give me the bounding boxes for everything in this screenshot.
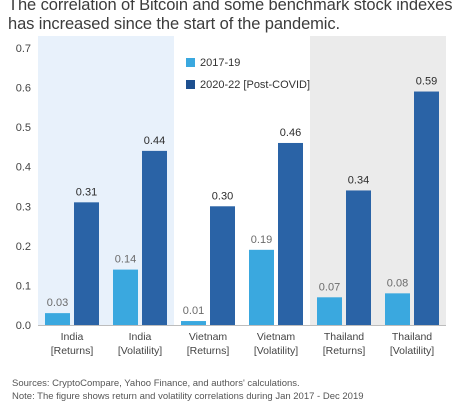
data-label: 0.03 bbox=[47, 297, 68, 309]
legend-swatch-2017-19 bbox=[186, 58, 195, 67]
bar-chart: 0.0 0.1 0.2 0.3 0.4 0.5 0.6 0.7 0.03 0.14 0.01 0.1… bbox=[16, 36, 446, 357]
data-label: 0.14 bbox=[115, 254, 136, 266]
bar-2017-19-5 bbox=[385, 293, 410, 325]
bar-2017-19-2 bbox=[181, 321, 206, 325]
x-tick-label: [Volatility] bbox=[254, 345, 298, 357]
chart-title: The correlation of Bitcoin and some benc… bbox=[8, 0, 453, 33]
y-tick-label: 0.3 bbox=[16, 201, 31, 213]
figure-note: Note: The figure shows return and volati… bbox=[12, 391, 364, 402]
y-axis: 0.0 0.1 0.2 0.3 0.4 0.5 0.6 0.7 bbox=[16, 43, 446, 332]
data-label: 0.59 bbox=[416, 76, 437, 88]
data-label: 0.31 bbox=[76, 186, 97, 198]
y-tick-label: 0.0 bbox=[16, 320, 31, 332]
x-tick-label: India bbox=[61, 331, 84, 343]
bar-2017-19-4 bbox=[317, 297, 342, 325]
legend: 2017-19 2020-22 [Post-COVID] bbox=[186, 57, 310, 91]
x-tick-label: India bbox=[129, 331, 152, 343]
y-tick-label: 0.7 bbox=[16, 43, 31, 55]
sources-note: Sources: CryptoCompare, Yahoo Finance, a… bbox=[12, 378, 300, 389]
legend-label: 2020-22 [Post-COVID] bbox=[200, 79, 310, 91]
legend-label: 2017-19 bbox=[200, 57, 240, 69]
y-tick-label: 0.4 bbox=[16, 162, 31, 174]
legend-swatch-2020-22 bbox=[186, 80, 195, 89]
x-tick-label: [Returns] bbox=[323, 345, 366, 357]
data-label: 0.44 bbox=[144, 135, 165, 147]
y-tick-label: 0.2 bbox=[16, 241, 31, 253]
x-tick-label: Thailand bbox=[392, 331, 432, 343]
bar-2020-22-2 bbox=[210, 206, 235, 325]
x-tick-label: Vietnam bbox=[257, 331, 296, 343]
x-tick-label: [Volatility] bbox=[118, 345, 162, 357]
data-label: 0.30 bbox=[212, 190, 233, 202]
data-label: 0.07 bbox=[319, 281, 340, 293]
bar-2020-22-1 bbox=[142, 150, 167, 325]
x-axis: India [Returns] India [Volatility] Vietnam [R… bbox=[51, 331, 435, 357]
bar-2017-19-0 bbox=[45, 313, 70, 325]
data-label: 0.19 bbox=[251, 234, 272, 246]
y-tick-label: 0.5 bbox=[16, 122, 31, 134]
bar-2020-22-4 bbox=[346, 190, 371, 325]
bar-2017-19-1 bbox=[113, 269, 138, 325]
bar-2017-19-3 bbox=[249, 249, 274, 325]
bar-2020-22-0 bbox=[74, 202, 99, 325]
data-label: 0.34 bbox=[348, 174, 369, 186]
x-tick-label: [Returns] bbox=[51, 345, 94, 357]
data-label: 0.01 bbox=[183, 305, 204, 317]
bar-2020-22-5 bbox=[414, 91, 439, 326]
bars bbox=[45, 91, 439, 326]
data-label: 0.46 bbox=[280, 127, 301, 139]
data-labels: 0.03 0.14 0.01 0.19 0.07 0.08 0.31 0.44 0.30 0.46… bbox=[47, 76, 437, 318]
y-tick-label: 0.6 bbox=[16, 83, 31, 95]
x-tick-label: Thailand bbox=[324, 331, 364, 343]
bar-2020-22-3 bbox=[278, 142, 303, 325]
data-label: 0.08 bbox=[387, 277, 408, 289]
x-tick-label: [Volatility] bbox=[390, 345, 434, 357]
x-tick-label: Vietnam bbox=[189, 331, 228, 343]
y-tick-label: 0.1 bbox=[16, 280, 31, 292]
x-tick-label: [Returns] bbox=[187, 345, 230, 357]
